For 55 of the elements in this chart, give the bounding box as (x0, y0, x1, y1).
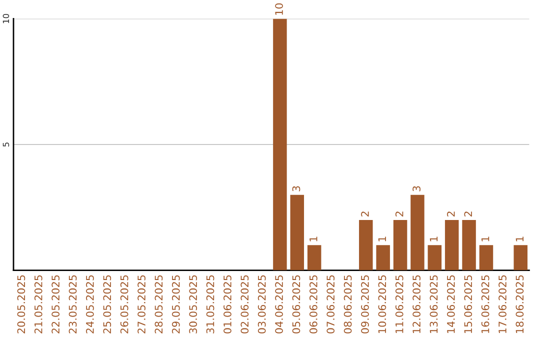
x-tick-label: 28.05.2025 (154, 275, 163, 334)
bar (307, 245, 322, 270)
x-tick-label: 02.06.2025 (240, 275, 249, 334)
data-label: 3 (292, 186, 300, 192)
x-tick-label: 08.06.2025 (344, 275, 352, 334)
x-tick-label: 26.05.2025 (120, 275, 128, 334)
bar (514, 245, 528, 270)
bar (428, 245, 442, 270)
x-tick-label: 25.05.2025 (103, 275, 112, 334)
x-tick-label: 11.06.2025 (395, 275, 404, 333)
data-label: 2 (361, 212, 369, 216)
x-tick-label: 06.06.2025 (309, 275, 318, 334)
data-label: 10 (275, 3, 283, 15)
bar (359, 220, 373, 270)
data-label: 1 (430, 236, 438, 242)
bar (444, 220, 459, 270)
x-tick-label: 10.06.2025 (378, 275, 386, 333)
x-tick-label: 17.06.2025 (498, 275, 506, 333)
x-tick-label: 21.05.2025 (34, 275, 42, 334)
x-tick-label: 27.05.2025 (138, 275, 146, 334)
x-tick-label: 29.05.2025 (172, 275, 180, 334)
bar (393, 220, 408, 270)
y-tick-label: 5 (2, 142, 10, 147)
x-tick-label: 03.06.2025 (258, 275, 266, 334)
data-label: 1 (378, 236, 386, 242)
x-tick-label: 30.05.2025 (189, 275, 198, 334)
x-tick-label: 15.06.2025 (464, 275, 472, 333)
x-tick-label: 09.06.2025 (361, 275, 369, 334)
bar (462, 220, 476, 270)
x-tick-label: 16.06.2025 (481, 275, 490, 333)
data-label: 2 (446, 212, 455, 216)
x-tick-label: 22.05.2025 (52, 275, 60, 334)
x-tick-label: 20.05.2025 (17, 275, 26, 334)
data-label: 1 (310, 236, 318, 242)
x-tick-label: 31.05.2025 (206, 275, 214, 334)
x-tick-label: 07.06.2025 (326, 275, 335, 334)
bar (410, 194, 424, 270)
data-label: 2 (395, 212, 404, 216)
data-label: 1 (516, 236, 524, 242)
x-tick-label: 24.05.2025 (86, 275, 94, 334)
bar (376, 245, 390, 270)
bar (479, 245, 494, 270)
x-tick-label: 23.05.2025 (68, 275, 77, 334)
x-tick-label: 13.06.2025 (430, 275, 438, 333)
x-tick-label: 01.06.2025 (224, 275, 232, 334)
data-label: 2 (464, 212, 472, 216)
bar (273, 18, 287, 270)
bar (290, 194, 304, 270)
x-tick-label: 04.06.2025 (275, 275, 283, 334)
data-label: 1 (482, 236, 490, 242)
data-label: 3 (412, 186, 420, 192)
x-tick-label: 12.06.2025 (412, 275, 420, 333)
x-tick-label: 05.06.2025 (292, 275, 300, 334)
x-tick-label: 14.06.2025 (446, 275, 455, 333)
x-tick-label: 18.06.2025 (516, 275, 524, 333)
